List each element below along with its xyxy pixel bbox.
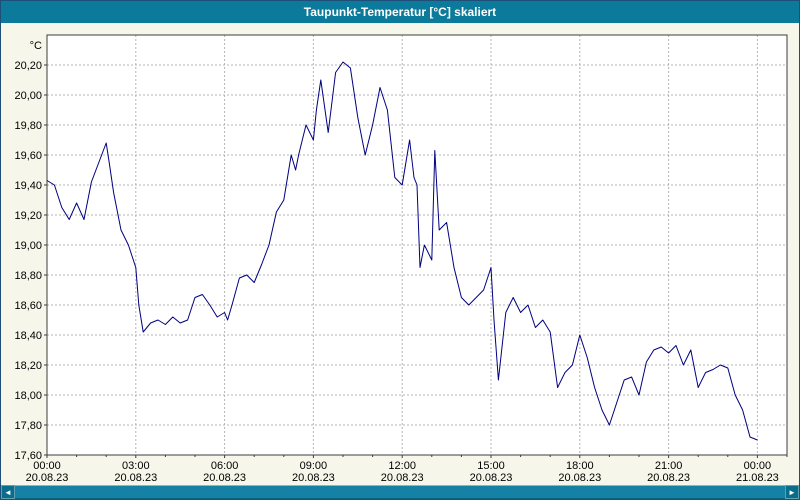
svg-text:18:00: 18:00 <box>566 460 594 472</box>
dewpoint-line-chart: 17,60 17,80 18,00 18,20 18,40 18,60 18,80 19,00… <box>14 34 788 484</box>
svg-text:20.08.23: 20.08.23 <box>381 472 424 484</box>
svg-text:19,00: 19,00 <box>14 240 42 252</box>
svg-text:18,00: 18,00 <box>14 390 42 402</box>
svg-text:21:00: 21:00 <box>655 460 683 472</box>
chart-title: Taupunkt-Temperatur [°C] skaliert <box>303 5 497 19</box>
horizontal-scrollbar[interactable]: ◄ ► <box>1 485 799 499</box>
svg-text:21.08.23: 21.08.23 <box>736 472 779 484</box>
svg-text:18,80: 18,80 <box>14 270 42 282</box>
svg-text:20,20: 20,20 <box>14 60 42 72</box>
svg-text:20.08.23: 20.08.23 <box>292 472 335 484</box>
svg-text:12:00: 12:00 <box>388 460 416 472</box>
svg-text:20.08.23: 20.08.23 <box>647 472 690 484</box>
scroll-right-button[interactable]: ► <box>785 485 799 499</box>
svg-text:17,60: 17,60 <box>14 450 42 462</box>
svg-text:20.08.23: 20.08.23 <box>114 472 157 484</box>
svg-text:18,40: 18,40 <box>14 330 42 342</box>
svg-text:19,20: 19,20 <box>14 210 42 222</box>
svg-text:15:00: 15:00 <box>477 460 505 472</box>
svg-text:18,60: 18,60 <box>14 300 42 312</box>
svg-text:03:00: 03:00 <box>122 460 150 472</box>
svg-text:20.08.23: 20.08.23 <box>26 472 69 484</box>
svg-text:°C: °C <box>30 40 42 52</box>
svg-text:19,80: 19,80 <box>14 120 42 132</box>
scrollbar-thumb[interactable] <box>15 485 785 499</box>
svg-text:20,00: 20,00 <box>14 90 42 102</box>
scroll-left-button[interactable]: ◄ <box>1 485 15 499</box>
svg-text:06:00: 06:00 <box>211 460 239 472</box>
svg-text:20.08.23: 20.08.23 <box>203 472 246 484</box>
svg-text:00:00: 00:00 <box>33 460 61 472</box>
svg-text:18,20: 18,20 <box>14 360 42 372</box>
svg-text:09:00: 09:00 <box>300 460 328 472</box>
svg-text:19,40: 19,40 <box>14 180 42 192</box>
svg-text:17,80: 17,80 <box>14 420 42 432</box>
svg-text:20.08.23: 20.08.23 <box>470 472 513 484</box>
chart-region: 17,60 17,80 18,00 18,20 18,40 18,60 18,80 19,00… <box>1 23 799 485</box>
svg-text:19,60: 19,60 <box>14 150 42 162</box>
svg-text:20.08.23: 20.08.23 <box>558 472 601 484</box>
svg-text:00:00: 00:00 <box>744 460 772 472</box>
title-bar: Taupunkt-Temperatur [°C] skaliert <box>1 1 799 23</box>
